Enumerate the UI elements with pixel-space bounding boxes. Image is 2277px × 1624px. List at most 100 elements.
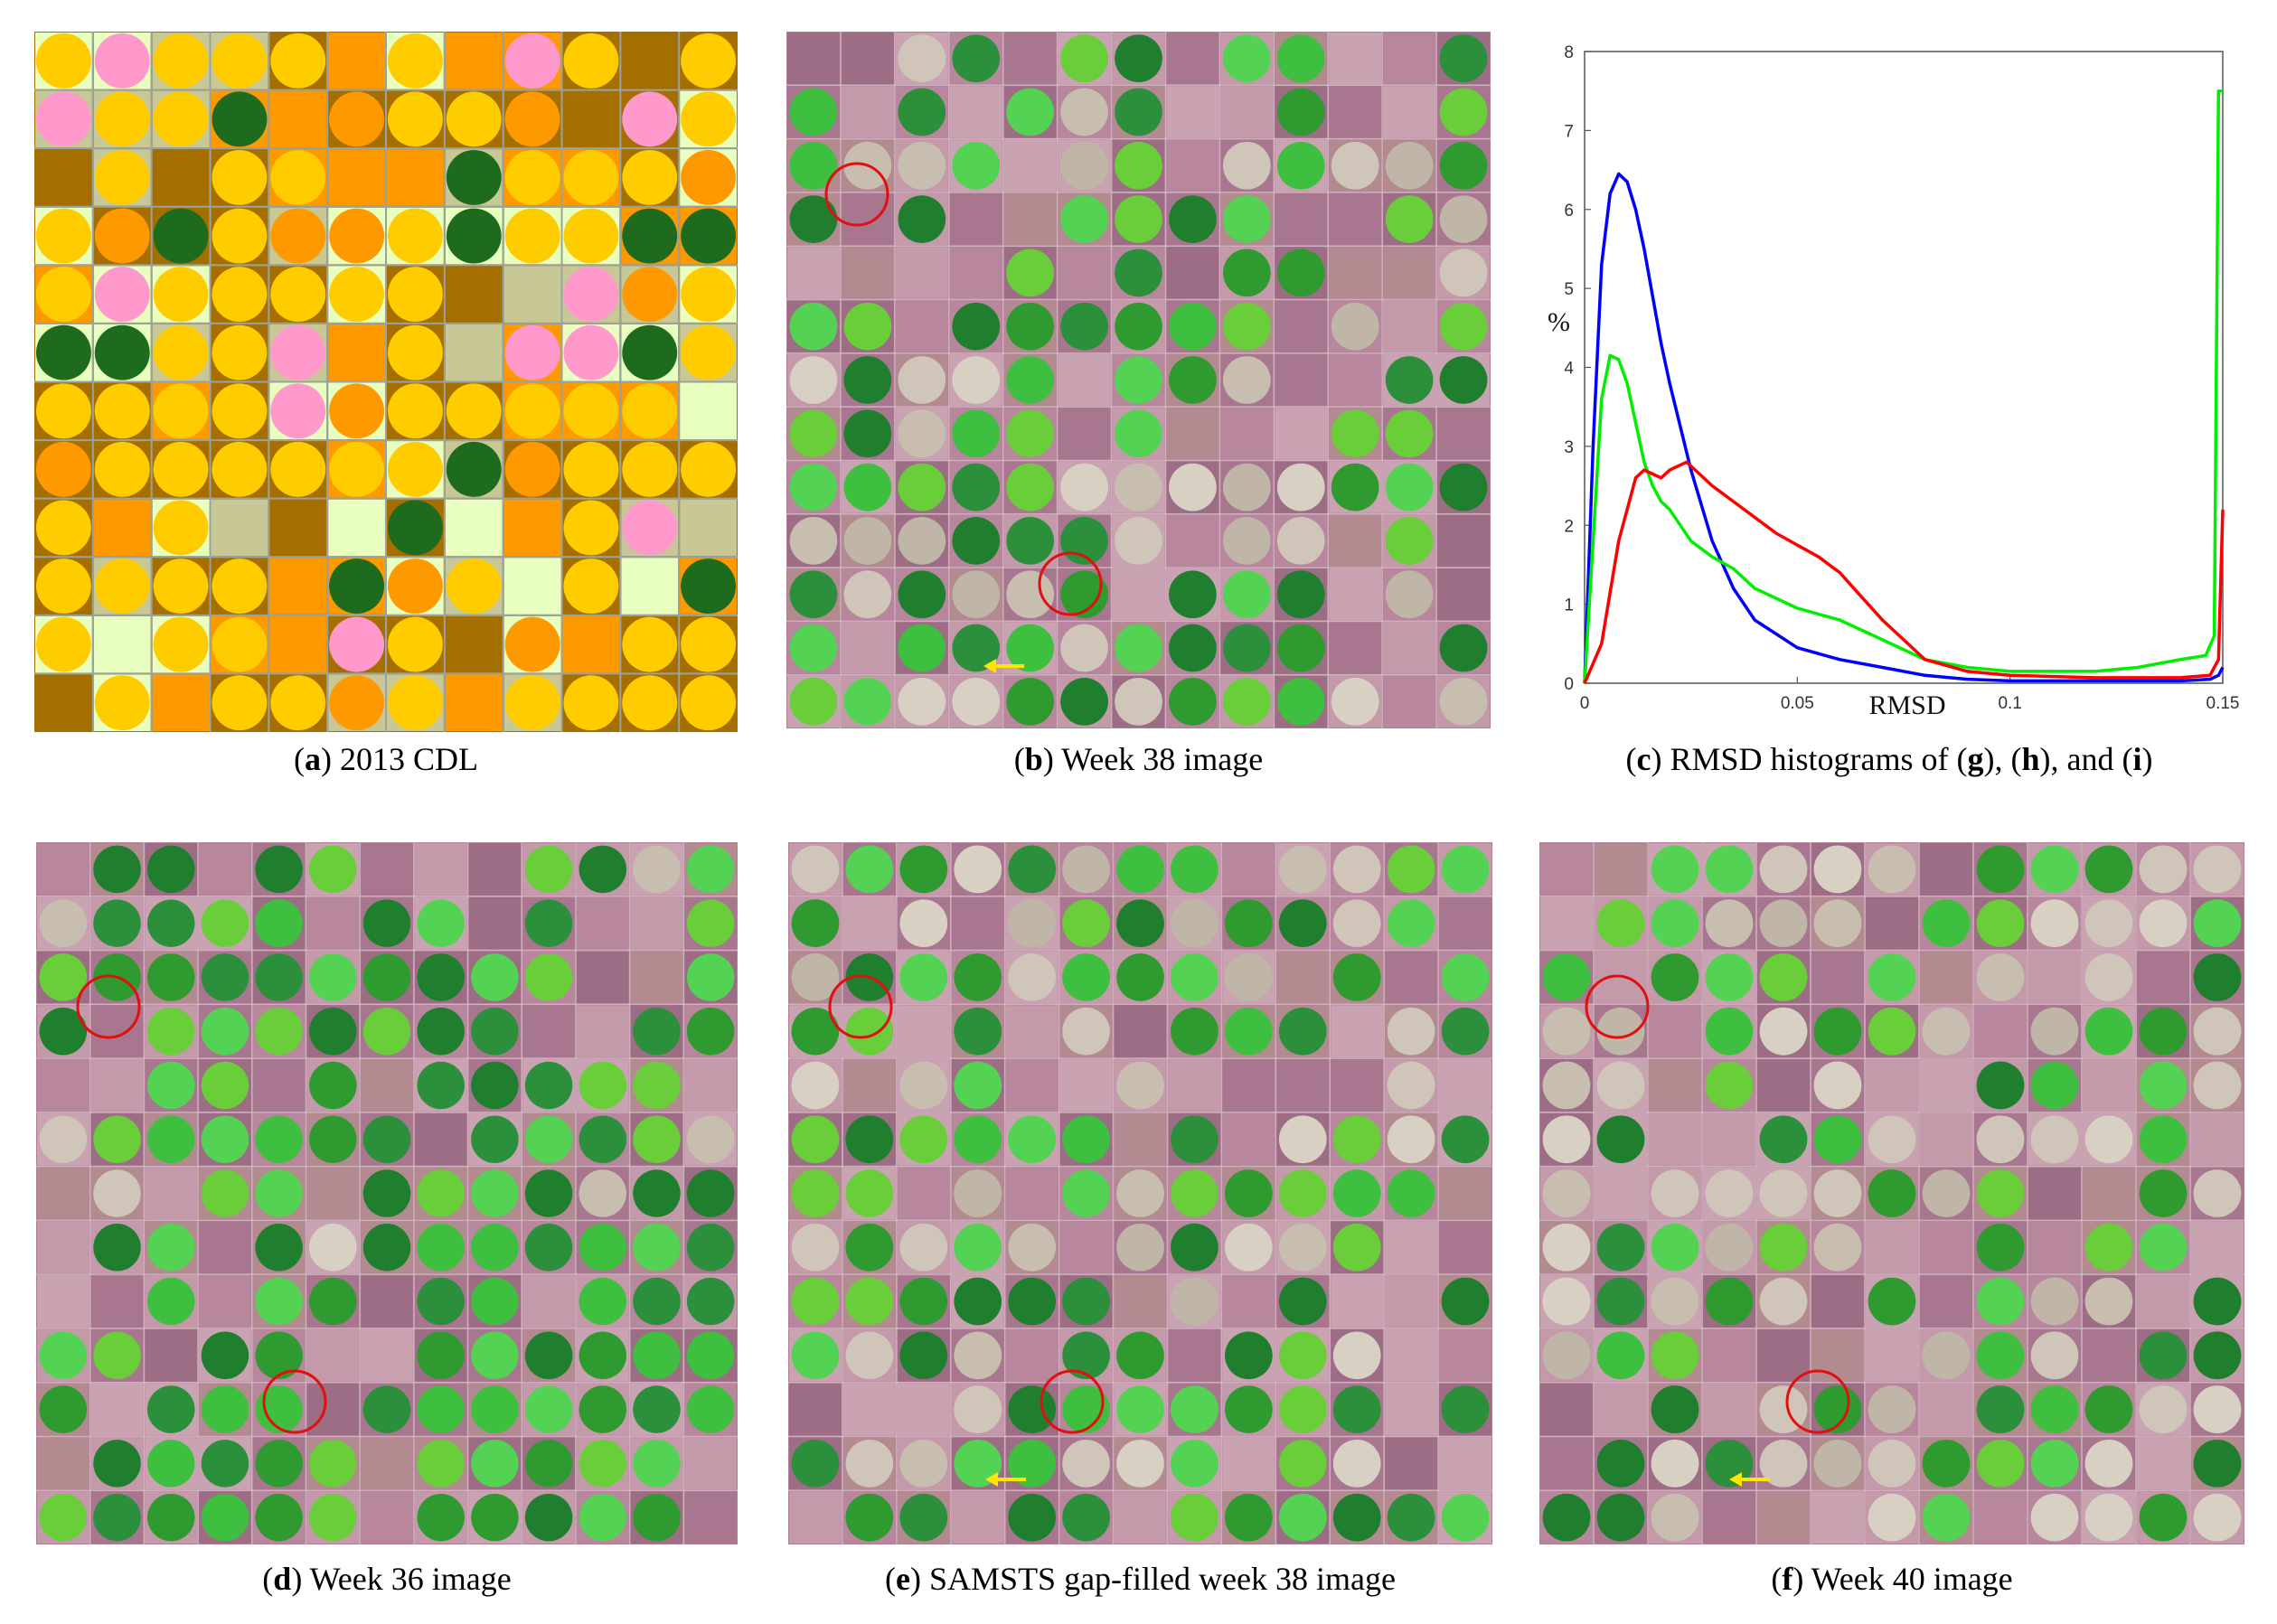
pivot-field-circle (899, 1439, 948, 1488)
cdl-pivot-circle (329, 616, 385, 672)
field-square (1166, 86, 1219, 138)
field-square (1329, 86, 1382, 138)
pivot-field-circle (39, 1331, 88, 1380)
panel-c-rmsd-chart: 0 1 2 3 4 5 6 7 8 0 0.05 0.1 0.15 % RMSD (1528, 27, 2251, 723)
field-square (789, 1491, 842, 1544)
pivot-field-circle (471, 1007, 519, 1056)
cdl-pivot-circle (387, 500, 443, 556)
pivot-field-circle (255, 1277, 303, 1326)
cdl-pivot-circle (153, 383, 209, 439)
field-square (897, 1167, 950, 1220)
field-square (468, 843, 522, 896)
pivot-field-circle (1116, 1169, 1164, 1217)
pivot-field-circle (789, 517, 838, 565)
pivot-field-circle (1922, 1493, 1971, 1542)
pivot-field-circle (686, 899, 735, 947)
red-highlight-circle (262, 1369, 327, 1434)
field-square (1439, 1328, 1491, 1382)
pivot-field-circle (362, 953, 411, 1001)
pivot-field-circle (1278, 1331, 1327, 1380)
pivot-field-circle (524, 1061, 573, 1110)
pivot-field-circle (1705, 1007, 1754, 1056)
field-square (1385, 951, 1438, 1004)
pivot-field-circle (1439, 302, 1488, 351)
cdl-field-square (328, 149, 385, 206)
pivot-field-circle (899, 1331, 948, 1380)
pivot-field-circle (1868, 1007, 1916, 1056)
pivot-field-circle (1116, 845, 1164, 894)
pivot-field-circle (1759, 899, 1808, 948)
cdl-pivot-circle (622, 149, 678, 205)
pivot-field-circle (309, 1277, 357, 1326)
pivot-field-circle (201, 1331, 249, 1380)
pivot-field-circle (1705, 1169, 1754, 1217)
pivot-field-circle (686, 1277, 735, 1326)
cdl-pivot-circle (622, 383, 678, 439)
y-tick-label: 2 (1564, 517, 1574, 536)
field-square (897, 1005, 950, 1058)
pivot-field-circle (789, 570, 838, 619)
pivot-field-circle (1006, 570, 1055, 619)
cdl-pivot-circle (622, 267, 678, 323)
cdl-pivot-circle (153, 324, 209, 380)
pivot-field-circle (1387, 899, 1435, 948)
pivot-field-circle (686, 1385, 735, 1433)
field-square (1003, 139, 1057, 192)
pivot-field-circle (93, 845, 141, 894)
pivot-field-circle (201, 1061, 249, 1110)
pivot-field-circle (146, 1493, 195, 1542)
pivot-field-circle (1976, 1385, 2025, 1433)
cdl-pivot-circle (563, 559, 619, 615)
pivot-field-circle (1006, 356, 1055, 404)
cdl-pivot-circle (153, 441, 209, 497)
pivot-field-circle (2193, 1493, 2242, 1542)
pivot-field-circle (362, 1169, 411, 1217)
pivot-field-circle (1062, 1493, 1110, 1542)
cdl-pivot-circle (387, 675, 443, 731)
caption-d: (d) Week 36 image (262, 1561, 512, 1597)
pivot-field-circle (952, 570, 1001, 619)
field-square (1329, 353, 1382, 407)
field-square (951, 1491, 1004, 1544)
pivot-field-circle (146, 1115, 195, 1163)
field-square (1166, 408, 1219, 460)
field-square (145, 1328, 198, 1382)
field-square (1005, 1005, 1059, 1058)
pivot-field-circle (1060, 302, 1108, 351)
field-square (1383, 247, 1436, 299)
cdl-field-square (328, 499, 385, 557)
cdl-pivot-circle (681, 675, 737, 731)
cdl-pivot-circle (153, 559, 209, 615)
cdl-pivot-circle (35, 267, 91, 323)
pivot-field-circle (898, 88, 946, 136)
field-square (1649, 1112, 1701, 1166)
pivot-field-circle (1868, 1277, 1916, 1326)
cdl-pivot-circle (212, 33, 268, 89)
pivot-field-circle (1062, 1331, 1110, 1380)
pivot-field-circle (255, 899, 303, 947)
pivot-field-circle (2030, 1385, 2079, 1433)
pivot-field-circle (1008, 1223, 1057, 1272)
pivot-field-circle (309, 1007, 357, 1056)
pivot-field-circle (93, 1169, 141, 1217)
field-square (1437, 514, 1490, 568)
cdl-pivot-circle (94, 324, 150, 380)
pivot-field-circle (1385, 356, 1434, 404)
field-square (895, 300, 948, 352)
field-square (1757, 1491, 1810, 1544)
field-square (842, 1059, 896, 1112)
pivot-field-circle (2084, 899, 2133, 948)
pivot-field-circle (201, 1169, 249, 1217)
pivot-field-circle (1224, 1169, 1273, 1217)
pivot-field-circle (2030, 1439, 2079, 1488)
pivot-field-circle (843, 302, 892, 351)
yellow-arrow-head-icon (1729, 1472, 1742, 1487)
y-tick-label: 5 (1564, 280, 1574, 299)
pivot-field-circle (1222, 195, 1271, 243)
field-square (414, 843, 467, 896)
pivot-field-circle (1596, 1223, 1645, 1272)
pivot-field-circle (524, 899, 573, 947)
pivot-field-circle (471, 1277, 519, 1326)
pivot-field-circle (1062, 845, 1110, 894)
cdl-field-square (621, 33, 679, 89)
